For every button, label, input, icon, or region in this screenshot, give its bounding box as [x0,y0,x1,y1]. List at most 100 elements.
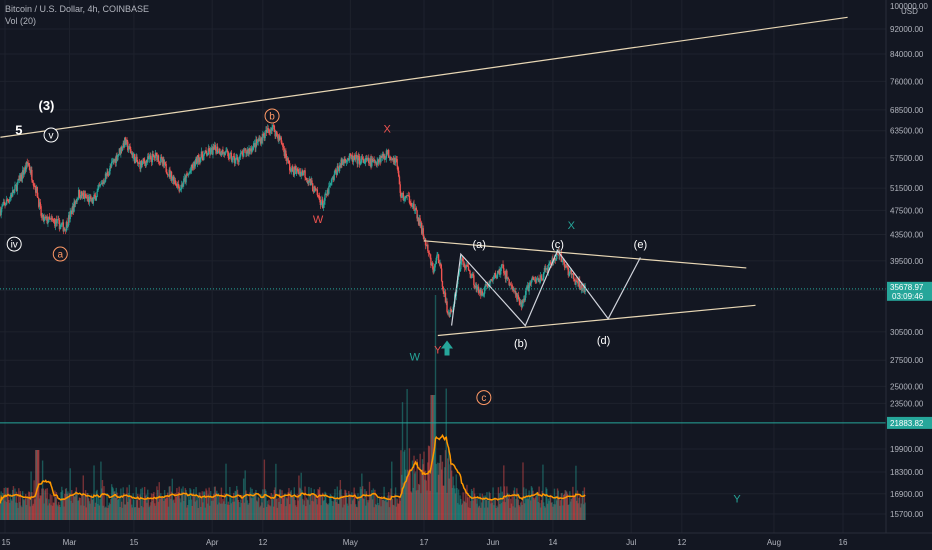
volume-bar [500,486,502,520]
candle [105,173,107,180]
candle-body [261,137,263,141]
volume-bar [21,507,23,520]
candle [379,155,381,166]
candle-body [494,272,497,278]
candle [5,202,7,207]
volume-bar [574,495,576,520]
volume-bar [302,504,305,520]
candle-body [213,145,216,150]
candle-body [279,137,282,140]
candle-body [34,186,37,193]
candle-body [524,294,526,301]
volume-bar [16,502,18,520]
candle-body [163,159,165,165]
volume-bar [160,493,162,520]
candle-body [44,216,46,218]
volume-indicator-label[interactable]: Vol (20) [5,16,37,26]
candle [364,158,366,165]
candle-body [177,183,180,187]
volume-bar [407,475,410,520]
volume-bar [323,500,325,520]
candle-body [110,161,113,167]
candle [34,185,37,196]
candle [215,149,217,156]
volume-bar [508,495,510,520]
volume-bar [177,492,180,520]
candle-body [381,155,383,158]
symbol-title[interactable]: Bitcoin / U.S. Dollar, 4h, COINBASE [5,4,150,14]
candle [53,217,55,225]
volume-bar [506,486,508,520]
candle-body [519,302,522,305]
candle [387,148,390,158]
volume-bar [104,507,106,520]
candle-body [345,160,348,163]
volume-bar [467,497,469,520]
candle-body [530,280,533,284]
candle [362,156,365,164]
candle-body [269,129,272,133]
volume-bar [221,503,223,520]
candle-body [338,167,340,172]
candle-body [578,279,580,287]
candle [166,169,168,175]
volume-bar [420,473,423,520]
candle-body [283,148,286,156]
candle-body [126,139,128,142]
candle-body [334,170,336,175]
volume-bar [496,505,498,520]
volume-bar [120,488,122,520]
candle [352,155,355,166]
volume-bar [510,498,512,520]
volume-bar [358,497,361,520]
volume-bar [507,498,510,520]
candle-body [42,214,45,221]
volume-bar [134,507,137,520]
candle [51,214,53,222]
candle [507,276,510,280]
candle-body [104,181,106,183]
candle [313,185,315,193]
volume-bar [380,506,382,520]
volume-bar [120,501,123,520]
candle-body [460,258,463,262]
candle-body [182,184,184,187]
trendline-triangle-bottom [437,304,756,337]
candle [249,147,251,155]
candle-body [449,310,451,317]
candle-body [369,158,371,164]
volume-bar [555,495,557,520]
candle [354,154,356,162]
candle [154,149,157,162]
volume-bar [529,495,531,520]
candle-body [518,297,520,302]
candle-body [117,153,120,156]
candle-body [196,157,198,164]
candle-body [544,267,546,271]
candle [301,168,303,176]
candle-body [263,134,266,139]
candle [368,162,371,166]
candle-body [147,156,150,159]
volume-bar [290,490,292,520]
candle [120,146,122,158]
volume-bar [540,500,543,520]
candle [190,164,193,174]
volume-bar [329,493,332,520]
volume-bar [289,504,291,520]
volume-bar [283,493,286,520]
candle-body [287,158,289,161]
candle-body [512,289,514,291]
volume-bar [149,505,151,520]
candle [115,153,117,167]
volume-bar [241,494,243,520]
volume-bar [325,492,327,520]
volume-bar [49,494,51,520]
volume-bar [402,482,404,520]
candle [273,124,276,132]
candle [406,192,408,201]
candle [514,287,517,298]
candle [332,175,335,183]
